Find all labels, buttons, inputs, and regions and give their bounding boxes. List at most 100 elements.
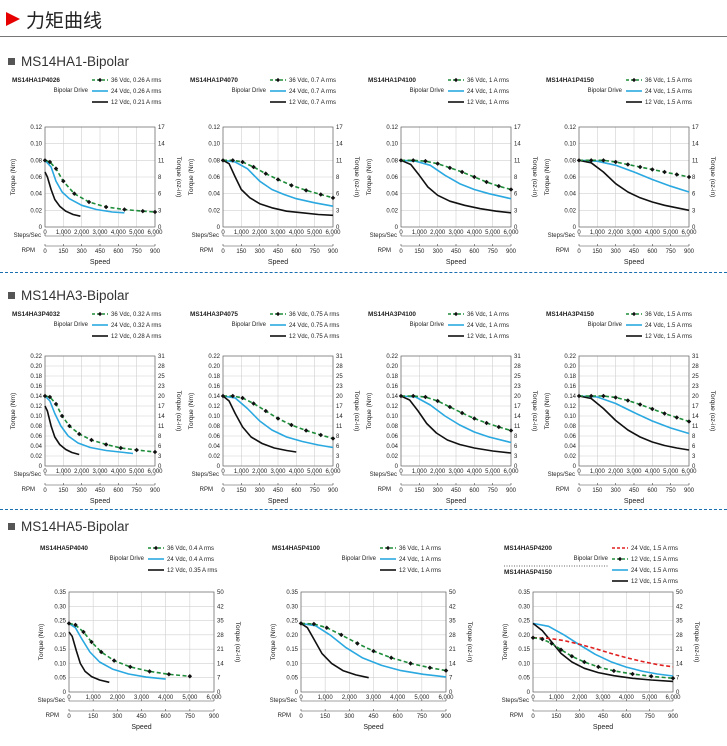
x1-tick-label: 1,000 bbox=[56, 469, 72, 475]
x1-tick-label: 1,000 bbox=[549, 695, 565, 701]
x2-tick-label: 0 bbox=[399, 249, 403, 255]
y-tick-label: 0.08 bbox=[208, 424, 220, 430]
x1-tick-label: 5,000 bbox=[182, 695, 198, 701]
legend-entry: 36 Vdc, 1 A rms bbox=[399, 546, 441, 552]
y2-tick-label: 6 bbox=[336, 192, 340, 198]
data-point bbox=[408, 661, 413, 666]
x1-tick-label: 6,000 bbox=[206, 695, 222, 701]
y2-axis-title: Torque (oz-in) bbox=[709, 391, 716, 432]
x2-tick-label: 0 bbox=[43, 488, 47, 494]
y-tick-label: 0.02 bbox=[30, 208, 42, 214]
y2-tick-label: 17 bbox=[514, 404, 521, 410]
y-tick-label: 0.35 bbox=[286, 590, 298, 596]
torque-chart: MS14HA5P4040 36 Vdc, 0.4 A rms 24 Vdc, 0.4… bbox=[38, 545, 241, 731]
series-line bbox=[68, 622, 190, 678]
series-line bbox=[579, 395, 690, 423]
y2-tick-label: 7 bbox=[217, 676, 221, 682]
y2-tick-label: 42 bbox=[217, 604, 224, 610]
x2-axis-name: RPM bbox=[278, 713, 291, 719]
drive-label: Bipolar Drive bbox=[410, 322, 445, 328]
data-point bbox=[443, 668, 449, 673]
y2-axis-title: Torque (oz-in) bbox=[353, 391, 360, 432]
series-line bbox=[68, 631, 110, 684]
x2-tick-label: 600 bbox=[291, 488, 302, 494]
y2-tick-label: 23 bbox=[336, 384, 343, 390]
series-line bbox=[579, 159, 690, 178]
x-axis-title: Speed bbox=[363, 724, 383, 731]
y2-tick-label: 50 bbox=[449, 590, 456, 596]
data-point bbox=[472, 416, 477, 421]
x1-tick-label: 3,000 bbox=[448, 230, 464, 236]
x2-tick-label: 150 bbox=[88, 714, 99, 720]
torque-chart: MS14HA3P4075 36 Vdc, 0.75 A rms 24 Vdc, 0.… bbox=[188, 311, 360, 505]
y-axis-title: Torque (Nm) bbox=[366, 159, 373, 196]
y-tick-label: 0 bbox=[573, 464, 577, 470]
data-point bbox=[508, 187, 514, 192]
y-axis-title: Torque (Nm) bbox=[366, 393, 373, 430]
x1-tick-label: 5,000 bbox=[307, 469, 323, 475]
x1-tick-label: 6,000 bbox=[438, 695, 454, 701]
x2-tick-label: 450 bbox=[598, 714, 609, 720]
x2-tick-label: 300 bbox=[77, 488, 88, 494]
x1-tick-label: 0 bbox=[399, 469, 403, 475]
series-line bbox=[68, 622, 166, 680]
y-tick-label: 0.04 bbox=[564, 192, 576, 198]
data-point bbox=[484, 420, 489, 426]
data-point bbox=[289, 183, 294, 188]
y2-axis-title: Torque (oz-in) bbox=[466, 622, 473, 663]
drive-label: Bipolar Drive bbox=[54, 88, 89, 94]
y2-tick-label: 50 bbox=[676, 590, 683, 596]
x2-tick-label: 900 bbox=[506, 488, 517, 494]
series-line bbox=[532, 636, 674, 668]
data-point bbox=[423, 158, 428, 164]
torque-chart: MS14HA1P4026 36 Vdc, 0.26 A rms 24 Vdc, 0.… bbox=[10, 77, 182, 266]
y-tick-label: 0.04 bbox=[30, 444, 42, 450]
plot-frame bbox=[400, 355, 512, 467]
y2-tick-label: 6 bbox=[692, 444, 696, 450]
legend-marker bbox=[617, 556, 623, 562]
y2-tick-label: 0 bbox=[676, 690, 680, 696]
legend-entry: 12 Vdc, 0.28 A rms bbox=[111, 334, 161, 340]
x2-tick-label: 0 bbox=[531, 714, 535, 720]
y-tick-label: 0 bbox=[573, 225, 577, 231]
x2-tick-label: 750 bbox=[666, 249, 677, 255]
y-axis-title: Torque (Nm) bbox=[270, 624, 277, 661]
y2-tick-label: 11 bbox=[514, 424, 521, 430]
x-axis-title: Speed bbox=[446, 498, 466, 505]
y2-tick-label: 11 bbox=[158, 158, 165, 164]
y2-axis-title: Torque (oz-in) bbox=[175, 391, 182, 432]
section-separator bbox=[0, 509, 727, 510]
x2-tick-label: 0 bbox=[67, 714, 71, 720]
y-tick-label: 0.08 bbox=[386, 424, 398, 430]
y-axis-title: Torque (Nm) bbox=[544, 159, 551, 196]
y-tick-label: 0.18 bbox=[564, 374, 576, 380]
x2-tick-label: 300 bbox=[77, 249, 88, 255]
y2-tick-label: 0 bbox=[692, 464, 696, 470]
y-tick-label: 0.16 bbox=[564, 384, 576, 390]
chart-model-label: MS14HA5P4040 bbox=[40, 545, 88, 552]
y2-tick-label: 11 bbox=[336, 158, 343, 164]
y-tick-label: 0.30 bbox=[54, 604, 66, 610]
x1-tick-label: 3,000 bbox=[626, 469, 642, 475]
y-tick-label: 0.16 bbox=[386, 384, 398, 390]
y2-tick-label: 23 bbox=[514, 384, 521, 390]
y2-tick-label: 14 bbox=[158, 414, 165, 420]
chart-model-label: MS14HA5P4100 bbox=[272, 545, 320, 552]
data-point bbox=[601, 393, 606, 399]
y-tick-label: 0.30 bbox=[518, 604, 530, 610]
y2-tick-label: 0 bbox=[217, 690, 221, 696]
x2-tick-label: 750 bbox=[417, 714, 428, 720]
drive-label: Bipolar Drive bbox=[110, 556, 145, 562]
data-point bbox=[122, 207, 127, 212]
y2-tick-label: 6 bbox=[158, 444, 162, 450]
data-point bbox=[371, 648, 376, 654]
x2-tick-label: 900 bbox=[328, 488, 339, 494]
x1-tick-label: 5,000 bbox=[642, 695, 658, 701]
y-tick-label: 0.15 bbox=[286, 647, 298, 653]
y2-tick-label: 11 bbox=[158, 424, 165, 430]
legend-entry: 24 Vdc, 1 A rms bbox=[399, 557, 441, 563]
y-axis-title: Torque (Nm) bbox=[188, 393, 195, 430]
y-tick-label: 0 bbox=[395, 464, 399, 470]
x2-tick-label: 150 bbox=[58, 249, 69, 255]
x2-tick-label: 150 bbox=[58, 488, 69, 494]
